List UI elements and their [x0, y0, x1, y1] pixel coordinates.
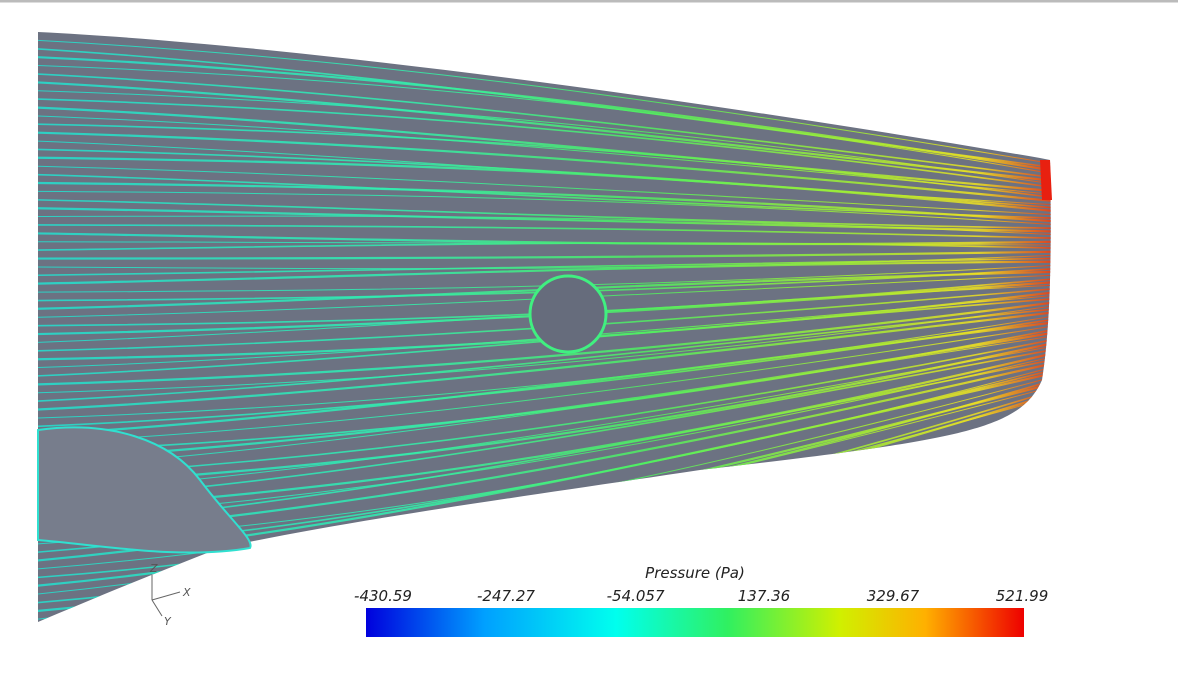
axes-triad: Z X Y	[149, 562, 191, 628]
colorbar-tick-label: -54.057	[607, 587, 665, 605]
axis-label: Z	[149, 562, 158, 575]
colorbar-title: Pressure (Pa)	[645, 564, 745, 582]
colorbar-tick-label: 137.36	[738, 587, 791, 605]
axis-label: X	[182, 586, 191, 599]
stagnation	[1040, 160, 1052, 200]
colorbar-tick-label: 329.67	[867, 587, 920, 605]
colorbar	[366, 608, 1024, 637]
axis-label: Y	[164, 615, 172, 628]
colorbar-tick-label: -430.59	[354, 587, 412, 605]
visualization: Z X Y Pressure (Pa) -430.59 -247.27 -54.05…	[0, 0, 1178, 692]
colorbar-tick-label: 521.99	[996, 587, 1049, 605]
axis-y	[152, 600, 162, 616]
colorbar-tick-label: -247.27	[477, 587, 535, 605]
opening	[530, 276, 606, 352]
axis-x	[152, 592, 180, 600]
